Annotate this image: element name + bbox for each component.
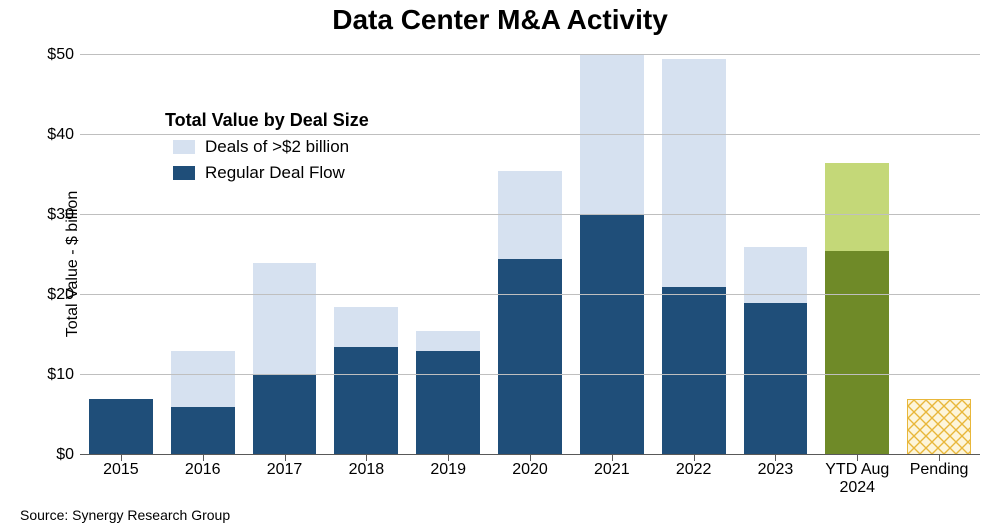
grid-line — [80, 294, 980, 295]
bar-segment-regular — [498, 259, 562, 455]
grid-line — [80, 214, 980, 215]
bar-segment-regular — [580, 215, 644, 455]
x-tick-label: 2021 — [571, 455, 653, 479]
legend-swatch-icon — [173, 166, 195, 180]
y-tick-label: $20 — [47, 286, 80, 304]
legend: Total Value by Deal Size Deals of >$2 bi… — [165, 110, 369, 183]
legend-item-regular: Regular Deal Flow — [165, 163, 369, 183]
legend-item-big-deals: Deals of >$2 billion — [165, 137, 369, 157]
y-tick-label: $30 — [47, 206, 80, 224]
chart-container: Data Center M&A Activity Total Value - $… — [0, 0, 1000, 527]
legend-title: Total Value by Deal Size — [165, 110, 369, 131]
bar-segment-big_deals — [253, 263, 317, 375]
bar-segment-regular — [89, 399, 153, 455]
y-tick-label: $50 — [47, 46, 80, 64]
x-tick-label: 2016 — [162, 455, 244, 479]
bar-segment-big_deals — [662, 59, 726, 287]
bar-segment-big_deals — [580, 55, 644, 215]
source-attribution: Source: Synergy Research Group — [20, 507, 230, 523]
legend-swatch-icon — [173, 140, 195, 154]
x-tick-label: 2020 — [489, 455, 571, 479]
bar-segment-regular — [171, 407, 235, 455]
bar-segment-regular — [662, 287, 726, 455]
x-tick-label: 2017 — [244, 455, 326, 479]
grid-line — [80, 54, 980, 55]
x-tick-label: 2018 — [325, 455, 407, 479]
bar-segment-big_deals — [171, 351, 235, 407]
chart-title: Data Center M&A Activity — [0, 4, 1000, 36]
x-tick-label: 2019 — [407, 455, 489, 479]
y-tick-label: $10 — [47, 366, 80, 384]
x-tick-label: Pending — [898, 455, 980, 479]
bar-segment-regular — [744, 303, 808, 455]
bar-segment-regular — [334, 347, 398, 455]
legend-label: Deals of >$2 billion — [205, 137, 349, 157]
x-tick-label: YTD Aug2024 — [816, 455, 898, 498]
bar-segment-regular — [253, 375, 317, 455]
bar-segment-big_deals — [334, 307, 398, 347]
grid-line — [80, 374, 980, 375]
y-tick-label: $0 — [56, 446, 80, 464]
bar-segment-big_deals — [498, 171, 562, 259]
x-tick-label: 2022 — [653, 455, 735, 479]
x-tick-label: 2015 — [80, 455, 162, 479]
legend-label: Regular Deal Flow — [205, 163, 345, 183]
bar-segment-regular — [416, 351, 480, 455]
bar-segment-ytd_regular — [825, 251, 889, 455]
bar-segment-ytd_big — [825, 163, 889, 251]
bar-segment-big_deals — [416, 331, 480, 351]
y-tick-label: $40 — [47, 126, 80, 144]
x-tick-label: 2023 — [735, 455, 817, 479]
bar-segment-pending — [907, 399, 971, 455]
